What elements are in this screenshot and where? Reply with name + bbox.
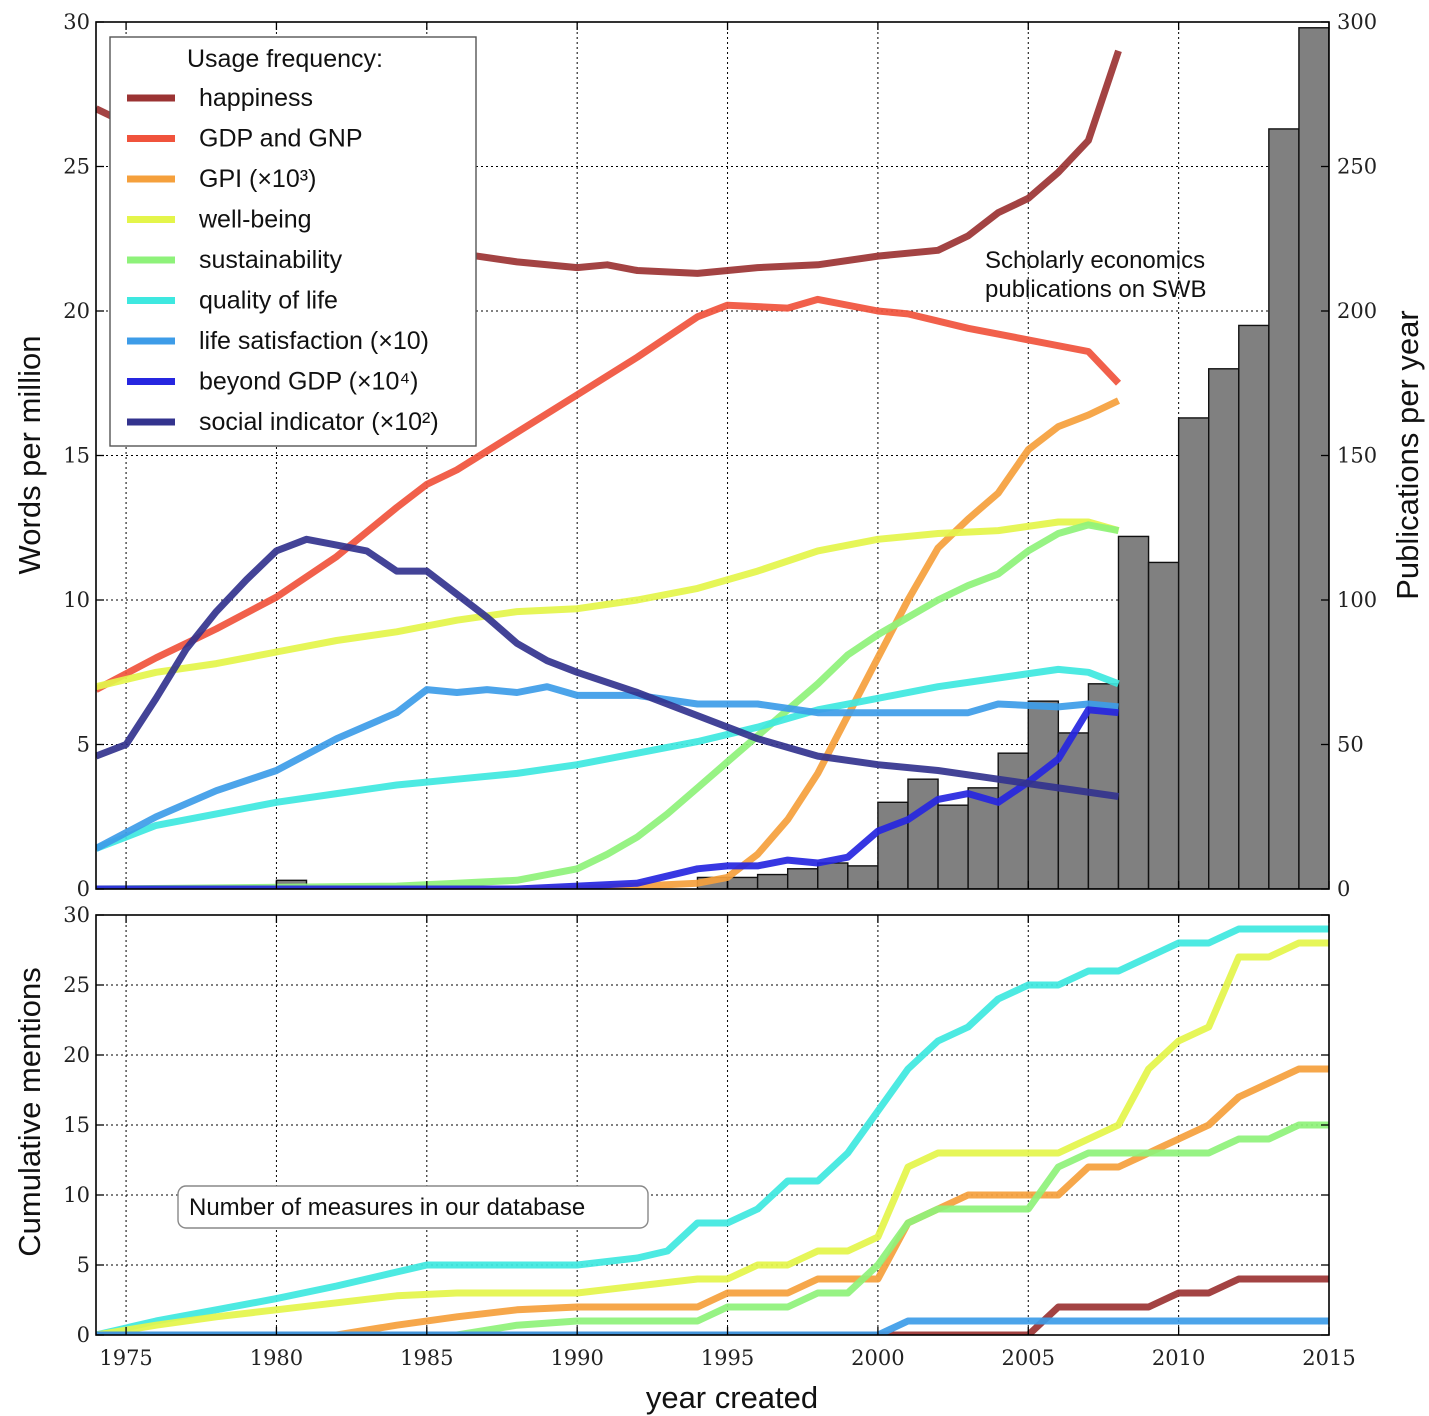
publication-bar (997, 752, 1029, 889)
top-right-y-axis-title: Publications per year (1390, 310, 1425, 600)
usage-frequency-lines (96, 49, 1122, 889)
x-tick-label: 1975 (99, 1346, 152, 1370)
usage-line (96, 295, 1122, 693)
publications-annotation-line-1: Scholarly economics (985, 247, 1205, 274)
top-y-tick-label: 15 (63, 444, 90, 468)
x-tick-label: 1980 (250, 1346, 303, 1370)
database-annotation-box (177, 1185, 649, 1229)
top-y-tick-label: 30 (63, 10, 90, 34)
top-y-tick-label: 25 (63, 155, 90, 179)
top-right-y-tick-label: 150 (1337, 444, 1377, 468)
legend-label: happiness (199, 84, 313, 112)
x-tick-label: 2010 (1152, 1346, 1205, 1370)
x-tick-label: 2000 (851, 1346, 904, 1370)
publication-bar (756, 873, 789, 889)
cumulative-line (96, 939, 1329, 1335)
bottom-y-tick-label: 5 (77, 1253, 90, 1277)
x-tick-label: 2015 (1302, 1346, 1355, 1370)
usage-line (96, 683, 1119, 852)
top-y-tick-label: 10 (63, 588, 90, 612)
legend-box (109, 36, 477, 447)
database-annotation-text: Number of measures in our database (189, 1194, 585, 1221)
database-annotation: Number of measures in our database (177, 1185, 649, 1229)
legend-label: quality of life (199, 287, 338, 315)
x-tick-label: 1990 (550, 1346, 603, 1370)
legend-label: well-being (198, 206, 312, 234)
cumulative-line (96, 1317, 1329, 1335)
usage-line (96, 665, 1120, 852)
top-right-y-tick-label: 100 (1337, 588, 1377, 612)
cumulative-mentions-lines (96, 925, 1329, 1335)
publication-bar (1298, 27, 1329, 889)
usage-line (96, 518, 1120, 691)
publications-annotation-line-2: publications on SWB (985, 276, 1206, 303)
legend-label: GPI (×10³) (199, 165, 316, 193)
x-tick-label: 2005 (1002, 1346, 1055, 1370)
publication-bar (847, 865, 879, 889)
publication-bar (1027, 700, 1060, 889)
publication-bar (877, 801, 909, 889)
top-y-axis-title: Words per million (12, 336, 47, 575)
legend-title: Usage frequency: (187, 45, 383, 73)
bottom-y-axis-title: Cumulative mentions (12, 967, 47, 1256)
publication-bar (786, 868, 819, 889)
usage-line (96, 535, 1119, 800)
publications-bars (275, 27, 1329, 889)
publication-bar (1238, 324, 1270, 889)
legend-items: happiness GDP and GNP GPI (×10³) well-being… (127, 84, 439, 436)
legend-label: beyond GDP (×10⁴) (199, 368, 418, 396)
cumulative-line (96, 1121, 1329, 1335)
publication-bar (1147, 561, 1180, 889)
legend-label: sustainability (199, 246, 343, 274)
legend: Usage frequency: happiness GDP and GNP GPI… (109, 36, 477, 447)
top-right-y-tick-label: 50 (1337, 733, 1364, 757)
top-y-tick-label: 20 (63, 299, 90, 323)
publication-bar (1177, 417, 1210, 889)
top-right-y-tick-label: 0 (1337, 877, 1350, 901)
usage-line (96, 397, 1121, 889)
x-axis-title: year created (646, 1380, 818, 1415)
publication-bar (1268, 128, 1300, 889)
cumulative-line (96, 925, 1329, 1335)
publication-bar (817, 862, 849, 889)
publication-bar (907, 778, 939, 889)
publication-bar (1117, 535, 1150, 889)
top-right-y-tick-label: 200 (1337, 299, 1377, 323)
bottom-y-tick-label: 0 (77, 1323, 90, 1347)
bottom-panel-ticks: 1975 1980 1985 1990 1995 2000 2005 2010 20150510… (63, 903, 1355, 1370)
bottom-y-tick-label: 15 (63, 1113, 90, 1137)
bottom-y-tick-label: 10 (63, 1183, 90, 1207)
cumulative-line (96, 1275, 1329, 1335)
publication-bar (726, 876, 759, 889)
legend-label: GDP and GNP (199, 125, 363, 153)
bottom-y-tick-label: 20 (63, 1043, 90, 1067)
x-tick-label: 1995 (701, 1346, 754, 1370)
top-y-tick-label: 0 (77, 877, 90, 901)
x-tick-label: 1985 (400, 1346, 453, 1370)
top-right-y-tick-label: 300 (1337, 10, 1377, 34)
legend-label: social indicator (×10²) (199, 408, 439, 436)
bottom-y-tick-label: 25 (63, 973, 90, 997)
bottom-y-tick-label: 30 (63, 903, 90, 927)
publication-bar (1208, 368, 1240, 889)
publication-bar (937, 804, 969, 889)
legend-label: life satisfaction (×10) (199, 327, 429, 355)
bottom-panel-grid (96, 915, 1329, 1335)
top-y-tick-label: 5 (77, 733, 90, 757)
top-right-y-tick-label: 250 (1337, 155, 1377, 179)
